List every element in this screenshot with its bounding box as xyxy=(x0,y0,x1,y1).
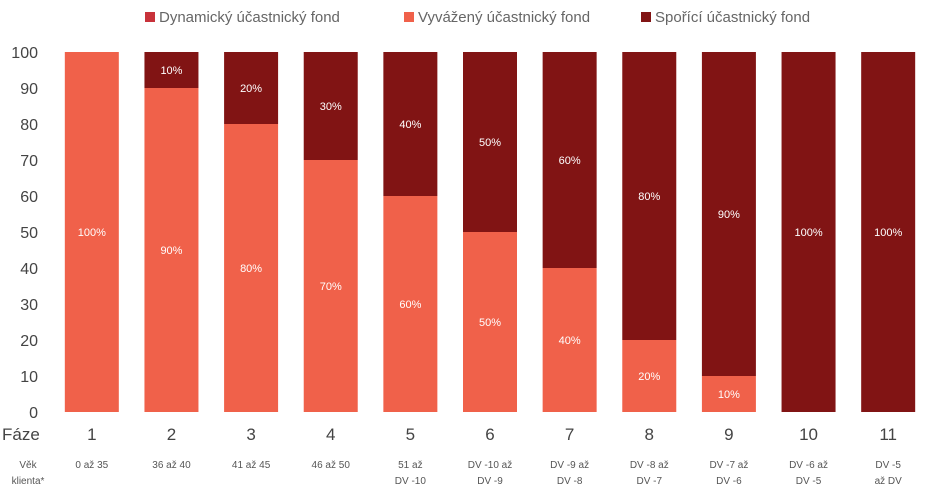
y-tick-label: 60 xyxy=(20,189,38,206)
y-tick-label: 40 xyxy=(20,261,38,278)
x-axis: Fáze Věk klienta* 1 0 až 35 2 36 až 40 3 41 až 4… xyxy=(2,425,902,487)
chart-legend: Dynamický účastnický fond Vyvážený účastn… xyxy=(145,9,810,26)
y-tick-label: 70 xyxy=(20,153,38,170)
y-tick-label: 100 xyxy=(11,45,38,62)
bar-segment xyxy=(622,52,677,340)
legend-item: Spořící účastnický fond xyxy=(641,9,810,26)
y-tick-label: 0 xyxy=(29,405,38,422)
y-axis: 0 10 20 30 40 50 60 70 80 90 100 xyxy=(11,45,38,422)
data-label: 40% xyxy=(559,335,581,347)
age-label: 36 až 40 xyxy=(152,460,191,471)
data-label: 100% xyxy=(78,227,106,239)
age-label: DV -6 až DV -5 xyxy=(789,460,828,487)
x-tick-label: 10 xyxy=(799,425,818,444)
data-labels: 100% 90% 10% 80% 20% 70% 30% 60% 40% 50% 50% 40% 60%… xyxy=(78,65,903,401)
bar-segment xyxy=(303,160,358,412)
bar-segment xyxy=(861,52,916,412)
age-label: 41 až 45 xyxy=(232,460,271,471)
y-tick-label: 90 xyxy=(20,81,38,98)
data-label: 10% xyxy=(160,65,182,77)
data-label: 80% xyxy=(240,263,262,275)
legend-swatch xyxy=(145,12,155,22)
x-tick-label: 2 xyxy=(167,425,176,444)
age-label: DV -7 až DV -6 xyxy=(709,460,748,487)
bar-segment xyxy=(64,52,119,412)
y-tick-label: 50 xyxy=(20,225,38,242)
legend-label: Vyvážený účastnický fond xyxy=(418,9,590,26)
x-tick-label: 4 xyxy=(326,425,335,444)
x-tick-label: 6 xyxy=(485,425,494,444)
bars-layer xyxy=(64,52,916,412)
legend-label: Dynamický účastnický fond xyxy=(159,9,340,26)
age-label: 0 až 35 xyxy=(75,460,108,471)
x-axis-title: Fáze xyxy=(2,425,40,444)
bar-segment xyxy=(303,52,358,160)
data-label: 50% xyxy=(479,137,501,149)
legend-item: Vyvážený účastnický fond xyxy=(404,9,590,26)
data-label: 60% xyxy=(399,299,421,311)
age-label: 51 až DV -10 xyxy=(395,460,427,487)
bar-segment xyxy=(701,376,756,412)
data-label: 100% xyxy=(874,227,902,239)
bar-segment xyxy=(144,52,199,88)
age-label: DV -5 až DV xyxy=(875,460,903,487)
bar-segment xyxy=(144,88,199,412)
bar-segment xyxy=(383,52,438,196)
legend-item: Dynamický účastnický fond xyxy=(145,9,340,26)
legend-swatch xyxy=(404,12,414,22)
age-row-title: Věk klienta* xyxy=(12,460,45,487)
bar-segment xyxy=(622,340,677,412)
data-label: 70% xyxy=(320,281,342,293)
bar-segment xyxy=(463,232,517,412)
bar-segment xyxy=(781,52,836,412)
age-label: DV -9 až DV -8 xyxy=(550,460,589,487)
y-tick-label: 10 xyxy=(20,369,38,386)
bar-segment xyxy=(542,268,597,412)
data-label: 30% xyxy=(320,101,342,113)
bar-segment xyxy=(224,52,279,124)
data-label: 50% xyxy=(479,317,501,329)
data-label: 20% xyxy=(240,83,262,95)
bar-segment xyxy=(383,196,438,412)
x-tick-label: 3 xyxy=(246,425,255,444)
x-tick-label: 11 xyxy=(879,425,897,444)
age-label: 46 až 50 xyxy=(312,460,351,471)
legend-swatch xyxy=(641,12,651,22)
bar-segment xyxy=(224,124,279,412)
data-label: 100% xyxy=(794,227,822,239)
data-label: 60% xyxy=(559,155,581,167)
data-label: 90% xyxy=(718,209,740,221)
y-tick-label: 80 xyxy=(20,117,38,134)
data-label: 80% xyxy=(638,191,660,203)
bar-segment xyxy=(701,52,756,376)
x-tick-label: 8 xyxy=(645,425,654,444)
x-tick-label: 9 xyxy=(724,425,733,444)
bar-segment xyxy=(542,52,597,268)
data-label: 20% xyxy=(638,371,660,383)
data-label: 40% xyxy=(399,119,421,131)
x-tick-label: 1 xyxy=(87,425,96,444)
bar-segment xyxy=(463,52,517,232)
y-tick-label: 30 xyxy=(20,297,38,314)
x-tick-label: 7 xyxy=(565,425,574,444)
age-label: DV -10 až DV -9 xyxy=(468,460,512,487)
age-label: DV -8 až DV -7 xyxy=(630,460,669,487)
y-tick-label: 20 xyxy=(20,333,38,350)
x-tick-label: 5 xyxy=(406,425,415,444)
legend-label: Spořící účastnický fond xyxy=(655,9,810,26)
data-label: 90% xyxy=(160,245,182,257)
data-label: 10% xyxy=(718,389,740,401)
